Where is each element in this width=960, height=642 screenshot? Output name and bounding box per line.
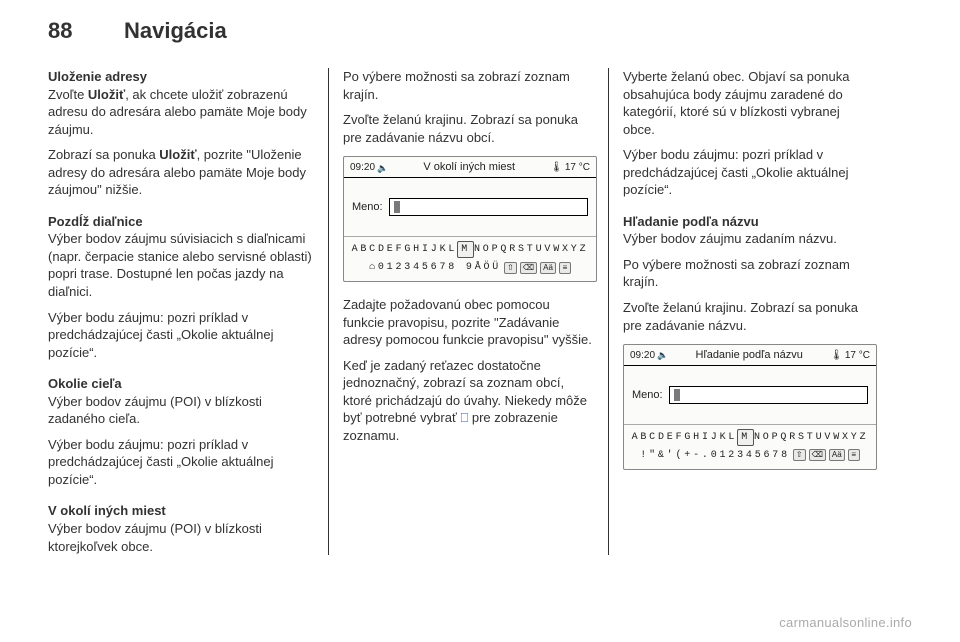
keyboard-row[interactable]: !"&'(+-.012345678 ⇧ ⌫ Aä ≡: [630, 448, 870, 463]
heading-okolie-ciela: Okolie cieľa: [48, 375, 314, 393]
page-number: 88: [48, 18, 124, 44]
device-time: 09:20: [350, 161, 375, 175]
text: Zobrazí sa ponuka: [48, 147, 159, 162]
device-keyboard: ABCDEFGHIJKLMNOPQRSTUVWXYZ !"&'(+-.01234…: [624, 424, 876, 469]
para: Po výbere možnosti sa zobrazí zoznam kra…: [623, 256, 874, 291]
para: Po výbere možnosti sa zobrazí zoznam kra…: [343, 68, 594, 103]
page-header: 88 Navigácia: [48, 18, 912, 44]
special-chars-button[interactable]: Aä: [540, 262, 556, 274]
keyboard-row[interactable]: ⌂012345678 9ÅÖÜ ⇧ ⌫ Aä ≡: [350, 260, 590, 275]
thermometer-icon: 🌡: [550, 161, 563, 175]
para: Zvoľte želanú krajinu. Zobrazí sa ponuka…: [343, 111, 594, 146]
list-icon[interactable]: ≡: [559, 262, 571, 274]
speaker-icon: 🔈: [377, 162, 388, 174]
shift-icon[interactable]: ⇧: [504, 262, 517, 274]
bold-text: Uložiť: [159, 147, 196, 162]
device-screenshot-hladanie: 09:20 🔈 Hľadanie podľa názvu 🌡 17 °C Men…: [623, 344, 877, 470]
delete-icon[interactable]: ⌫: [520, 262, 537, 274]
device-screenshot-okoli: 09:20 🔈 V okolí iných miest 🌡 17 °C Meno…: [343, 156, 597, 282]
heading-v-okoli: V okolí iných miest: [48, 502, 314, 520]
special-chars-button[interactable]: Aä: [829, 449, 845, 461]
kbd-chars: ⌂012345678 9ÅÖÜ: [369, 260, 501, 275]
para: Výber bodu záujmu: pozri príklad v predc…: [48, 436, 314, 489]
thermometer-icon: 🌡: [830, 349, 843, 363]
para: Zvoľte želanú krajinu. Zobrazí sa ponuka…: [623, 299, 874, 334]
device-time: 09:20: [630, 349, 655, 363]
text: Zvoľte: [48, 87, 88, 102]
para: Výber bodu záujmu: pozri príklad v predc…: [48, 309, 314, 362]
para: Vyberte želanú obec. Objaví sa ponuka ob…: [623, 68, 874, 138]
device-body: Meno:: [624, 366, 876, 424]
name-input[interactable]: [669, 386, 868, 404]
speaker-icon: 🔈: [657, 349, 668, 361]
section-title: Navigácia: [124, 18, 227, 44]
kbd-chars: ABCDEFGHIJKLMNOPQRSTUVWXYZ: [352, 244, 589, 255]
text-cursor-icon: [394, 201, 400, 213]
keyboard-row[interactable]: ABCDEFGHIJKLMNOPQRSTUVWXYZ: [350, 241, 590, 258]
para: Výber bodov záujmu súvisiacich s diaľnic…: [48, 230, 314, 300]
field-label: Meno:: [632, 388, 663, 403]
kbd-chars: !"&'(+-.012345678: [640, 448, 790, 463]
footer-watermark: carmanualsonline.info: [779, 615, 912, 630]
para: Výber bodu záujmu: pozri príklad v predc…: [623, 146, 874, 199]
delete-icon[interactable]: ⌫: [809, 449, 826, 461]
shift-icon[interactable]: ⇧: [793, 449, 806, 461]
device-header: 09:20 🔈 V okolí iných miest 🌡 17 °C: [344, 157, 596, 178]
column-left: Uloženie adresy Zvoľte Uložiť, ak chcete…: [48, 68, 328, 555]
device-title: Hľadanie podľa názvu: [668, 348, 830, 363]
kbd-chars: ABCDEFGHIJKLMNOPQRSTUVWXYZ: [632, 432, 869, 443]
para: Výber bodov záujmu zadaním názvu.: [623, 230, 874, 248]
device-title: V okolí iných miest: [388, 160, 550, 175]
device-keyboard: ABCDEFGHIJKLMNOPQRSTUVWXYZ ⌂012345678 9Å…: [344, 236, 596, 281]
para: Výber bodov záujmu (POI) v blízkosti zad…: [48, 393, 314, 428]
device-temp: 17 °C: [565, 161, 590, 175]
para: Výber bodov záujmu (POI) v blízkosti kto…: [48, 520, 314, 555]
name-input[interactable]: [389, 198, 588, 216]
heading-pozdlz: Pozdĺž diaľnice: [48, 213, 314, 231]
heading-ulozenie: Uloženie adresy: [48, 68, 314, 86]
device-header: 09:20 🔈 Hľadanie podľa názvu 🌡 17 °C: [624, 345, 876, 366]
device-body: Meno:: [344, 178, 596, 236]
heading-hladanie: Hľadanie podľa názvu: [623, 213, 874, 231]
device-temp: 17 °C: [845, 349, 870, 363]
field-label: Meno:: [352, 200, 383, 215]
para: Zvoľte Uložiť, ak chcete uložiť zobrazen…: [48, 86, 314, 139]
column-right: Vyberte želanú obec. Objaví sa ponuka ob…: [608, 68, 888, 555]
para: Zobrazí sa ponuka Uložiť, pozrite "Ulože…: [48, 146, 314, 199]
bold-text: Uložiť: [88, 87, 125, 102]
list-icon[interactable]: ≡: [848, 449, 860, 461]
keyboard-row[interactable]: ABCDEFGHIJKLMNOPQRSTUVWXYZ: [630, 429, 870, 446]
column-middle: Po výbere možnosti sa zobrazí zoznam kra…: [328, 68, 608, 555]
text-cursor-icon: [674, 389, 680, 401]
content-columns: Uloženie adresy Zvoľte Uložiť, ak chcete…: [48, 68, 912, 555]
para: Keď je zadaný reťazec dostatočne jednozn…: [343, 357, 594, 445]
para: Zadajte požadovanú obec pomocou funkcie …: [343, 296, 594, 349]
